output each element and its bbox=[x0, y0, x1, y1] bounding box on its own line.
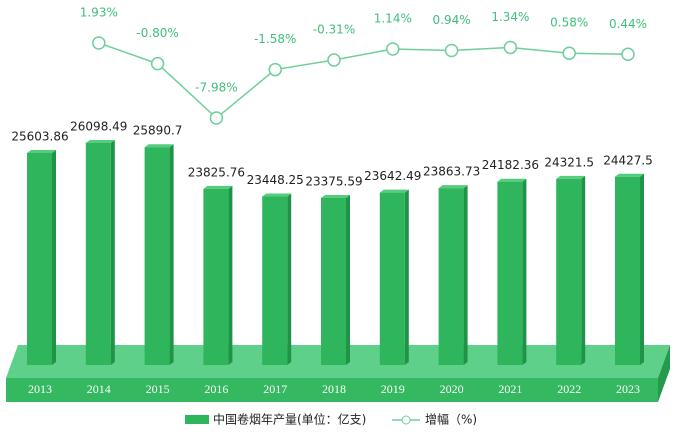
x-tick-label: 2023 bbox=[616, 382, 640, 396]
x-tick-label: 2016 bbox=[204, 382, 228, 396]
growth-point bbox=[444, 43, 459, 58]
bar bbox=[85, 143, 111, 365]
bar-side bbox=[287, 193, 292, 365]
x-tick-label: 2021 bbox=[498, 382, 522, 396]
bar-top bbox=[438, 185, 468, 189]
growth-point bbox=[503, 40, 518, 55]
growth-label: 1.14% bbox=[374, 11, 412, 25]
growth-label: 0.58% bbox=[550, 16, 588, 30]
growth-label: 0.44% bbox=[609, 17, 647, 31]
bar bbox=[497, 181, 523, 365]
bar bbox=[27, 152, 52, 365]
bar-side bbox=[463, 185, 468, 365]
legend-label: 增幅（%) bbox=[425, 412, 477, 427]
bar bbox=[438, 188, 464, 365]
bar-top bbox=[379, 189, 409, 193]
growth-label: 1.93% bbox=[80, 6, 118, 20]
growth-label: 1.34% bbox=[491, 10, 529, 24]
bar bbox=[379, 192, 405, 365]
bar-top bbox=[203, 185, 233, 189]
growth-point bbox=[209, 111, 224, 125]
growth-point bbox=[92, 36, 106, 50]
bar bbox=[262, 196, 288, 365]
growth-point bbox=[386, 42, 400, 56]
base-front bbox=[6, 378, 658, 402]
bar-top bbox=[556, 175, 586, 179]
bar-top bbox=[85, 140, 115, 143]
legend-marker bbox=[401, 415, 411, 425]
bar-value-label: 24182.36 bbox=[482, 158, 539, 172]
bar-top bbox=[497, 178, 527, 182]
growth-label: 0.94% bbox=[433, 13, 471, 27]
bar-top bbox=[144, 144, 174, 148]
bar-top bbox=[262, 193, 292, 197]
growth-label: -1.58% bbox=[254, 32, 296, 46]
x-tick-label: 2014 bbox=[87, 382, 111, 396]
bar-value-label: 24427.5 bbox=[603, 153, 653, 167]
bar-value-label: 23642.49 bbox=[364, 169, 421, 183]
bar-value-label: 25603.86 bbox=[11, 129, 68, 143]
growth-point bbox=[150, 56, 165, 71]
x-tick-label: 2018 bbox=[322, 382, 346, 396]
growth-point bbox=[621, 47, 635, 62]
bar-side bbox=[522, 178, 527, 365]
legend-swatch bbox=[185, 415, 209, 424]
base-side bbox=[658, 345, 670, 402]
bar-side bbox=[110, 140, 115, 365]
bar-side bbox=[228, 185, 233, 365]
bar-side bbox=[346, 195, 350, 365]
bar-value-label: 23375.59 bbox=[305, 175, 362, 189]
bar-value-label: 23825.76 bbox=[188, 165, 245, 179]
bar-side bbox=[52, 149, 56, 365]
bar-side bbox=[169, 144, 174, 365]
x-tick-label: 2020 bbox=[440, 382, 464, 396]
bar bbox=[321, 198, 346, 365]
x-tick-label: 2013 bbox=[28, 382, 52, 396]
growth-point bbox=[327, 53, 341, 67]
bar-side bbox=[640, 173, 644, 365]
x-tick-label: 2015 bbox=[146, 382, 170, 396]
growth-label: -0.31% bbox=[313, 22, 355, 36]
bar-top bbox=[27, 149, 56, 153]
x-tick-label: 2022 bbox=[557, 382, 581, 396]
bar-value-label: 24321.5 bbox=[544, 155, 594, 169]
bar bbox=[144, 147, 170, 365]
growth-point bbox=[562, 46, 576, 60]
growth-label: -0.80% bbox=[136, 26, 178, 40]
bar-top bbox=[615, 173, 644, 177]
growth-point bbox=[268, 62, 282, 77]
x-tick-label: 2019 bbox=[381, 382, 405, 396]
bar-value-label: 26098.49 bbox=[70, 120, 127, 134]
bar bbox=[615, 176, 640, 365]
bar-value-label: 23863.73 bbox=[423, 165, 480, 179]
x-tick-label: 2017 bbox=[263, 382, 287, 396]
bar-top bbox=[321, 195, 350, 198]
growth-label: -7.98% bbox=[195, 81, 237, 95]
growth-line bbox=[98, 42, 629, 119]
bar-side bbox=[404, 189, 409, 365]
bar-value-label: 25890.7 bbox=[133, 124, 183, 138]
bar-value-label: 23448.25 bbox=[247, 173, 304, 187]
legend-label: 中国卷烟年产量(单位：亿支) bbox=[213, 412, 366, 427]
bar bbox=[556, 178, 582, 365]
bar-side bbox=[581, 175, 586, 365]
bar bbox=[203, 188, 229, 365]
